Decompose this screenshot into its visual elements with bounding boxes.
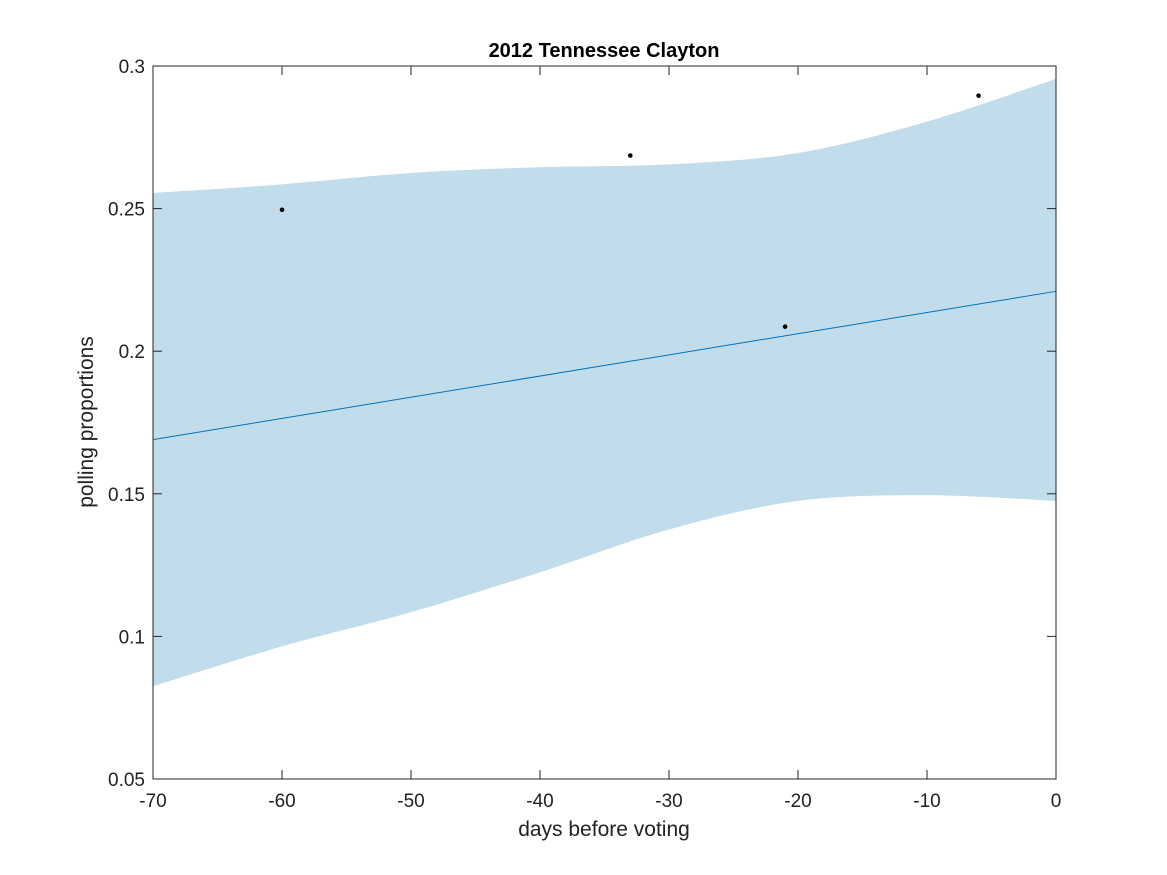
data-point xyxy=(782,324,788,329)
y-tick-label: 0.2 xyxy=(119,342,145,363)
y-tick-label: 0.05 xyxy=(108,770,145,791)
x-tick-label: -70 xyxy=(139,791,166,812)
chart-title: 2012 Tennessee Clayton xyxy=(489,40,720,62)
x-tick-label: -20 xyxy=(784,791,811,812)
y-tick-label: 0.15 xyxy=(108,485,145,506)
axes-box xyxy=(152,65,1057,780)
data-point xyxy=(628,153,633,158)
y-tick-label: 0.1 xyxy=(119,627,145,648)
data-point xyxy=(976,93,981,98)
y-axis-label: polling proportions xyxy=(75,336,98,508)
data-point xyxy=(279,207,285,213)
x-tick-label: -60 xyxy=(268,791,295,812)
x-tick-label: -30 xyxy=(655,791,682,812)
y-tick-label: 0.3 xyxy=(119,57,145,78)
x-tick-label: -40 xyxy=(526,791,553,812)
confidence-band xyxy=(153,78,1056,687)
x-axis-label: days before voting xyxy=(518,818,690,841)
trend-line xyxy=(152,290,1057,441)
x-tick-label: -10 xyxy=(913,791,940,812)
x-tick-label: -50 xyxy=(397,791,424,812)
y-tick-label: 0.25 xyxy=(108,200,145,221)
x-tick-label: 0 xyxy=(1051,791,1062,812)
